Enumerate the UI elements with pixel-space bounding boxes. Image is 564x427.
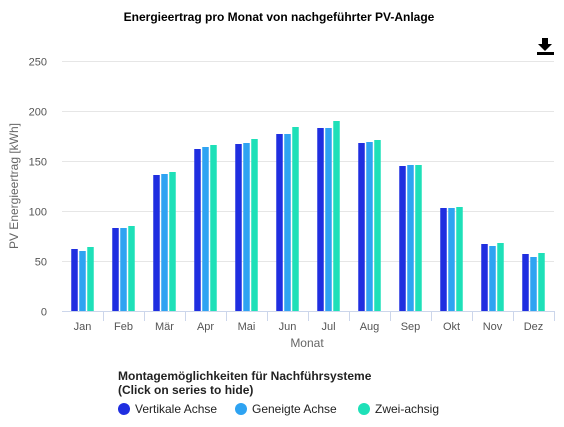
y-tick-label: 100: [29, 207, 47, 219]
bar[interactable]: [440, 208, 447, 311]
bar[interactable]: [366, 142, 373, 311]
bar[interactable]: [276, 134, 283, 311]
x-tick-label: Nov: [483, 321, 503, 333]
bar[interactable]: [358, 143, 365, 311]
bar[interactable]: [71, 249, 78, 311]
legend-item[interactable]: Zwei-achsig: [358, 402, 439, 416]
download-icon: [537, 38, 554, 55]
legend-marker: [118, 403, 130, 415]
legend-title: Montagemöglichkeiten für Nachführsysteme: [118, 369, 372, 383]
bar[interactable]: [538, 253, 545, 311]
bar[interactable]: [202, 147, 209, 311]
bar[interactable]: [161, 174, 168, 311]
bar[interactable]: [153, 175, 160, 311]
y-axis-ticks: 0 50 100 150 200 250: [29, 57, 47, 319]
legend-label: Vertikale Achse: [135, 402, 217, 416]
bar[interactable]: [251, 139, 258, 311]
x-tick-label: Dez: [524, 321, 544, 333]
legend-subtitle: (Click on series to hide): [118, 383, 253, 397]
bar[interactable]: [235, 144, 242, 311]
bar[interactable]: [399, 166, 406, 311]
x-tick-label: Mär: [155, 321, 174, 333]
y-tick-label: 200: [29, 107, 47, 119]
bar[interactable]: [522, 254, 529, 311]
bar[interactable]: [284, 134, 291, 311]
download-button[interactable]: [537, 38, 554, 55]
x-tick-label: Jul: [321, 321, 335, 333]
y-axis-title: PV Energieertrag [kWh]: [7, 123, 21, 249]
chart-title: Energieertrag pro Monat von nachgeführte…: [124, 10, 435, 24]
x-axis-title: Monat: [290, 336, 324, 350]
bars: [71, 121, 545, 311]
x-tick-label: Okt: [443, 321, 460, 333]
y-tick-label: 250: [29, 57, 47, 69]
bar[interactable]: [120, 228, 127, 311]
bar[interactable]: [243, 143, 250, 311]
x-tick-label: Feb: [114, 321, 133, 333]
y-tick-label: 0: [41, 307, 47, 319]
bar[interactable]: [456, 207, 463, 311]
legend-label: Geneigte Achse: [252, 402, 337, 416]
bar[interactable]: [497, 243, 504, 311]
legend-item[interactable]: Geneigte Achse: [235, 402, 337, 416]
bar[interactable]: [87, 247, 94, 311]
axes: [62, 311, 555, 321]
bar[interactable]: [292, 127, 299, 311]
y-tick-label: 150: [29, 157, 47, 169]
bar[interactable]: [530, 257, 537, 311]
bar[interactable]: [112, 228, 119, 311]
legend-label: Zwei-achsig: [375, 402, 439, 416]
y-tick-label: 50: [35, 257, 47, 269]
x-tick-label: Jan: [74, 321, 92, 333]
bar[interactable]: [481, 244, 488, 311]
bar[interactable]: [374, 140, 381, 311]
x-tick-label: Aug: [360, 321, 380, 333]
bar[interactable]: [415, 165, 422, 311]
bar[interactable]: [407, 165, 414, 311]
bar[interactable]: [169, 172, 176, 311]
x-tick-label: Mai: [238, 321, 256, 333]
x-tick-label: Jun: [279, 321, 297, 333]
bar[interactable]: [317, 128, 324, 311]
bar[interactable]: [325, 128, 332, 311]
bar[interactable]: [448, 208, 455, 311]
x-tick-label: Sep: [401, 321, 421, 333]
legend-item[interactable]: Vertikale Achse: [118, 402, 217, 416]
bar[interactable]: [333, 121, 340, 311]
bar[interactable]: [210, 145, 217, 311]
bar[interactable]: [194, 149, 201, 311]
bar[interactable]: [128, 226, 135, 311]
legend-marker: [358, 403, 370, 415]
bar[interactable]: [79, 251, 86, 311]
bar[interactable]: [489, 246, 496, 311]
x-tick-label: Apr: [197, 321, 214, 333]
x-axis-ticks: Jan Feb Mär Apr Mai Jun Jul Aug Sep Okt Nov Dez: [74, 321, 544, 333]
legend-marker: [235, 403, 247, 415]
legend: Vertikale Achse Geneigte Achse Zwei-achsig: [118, 402, 439, 416]
gridlines: [62, 61, 554, 262]
